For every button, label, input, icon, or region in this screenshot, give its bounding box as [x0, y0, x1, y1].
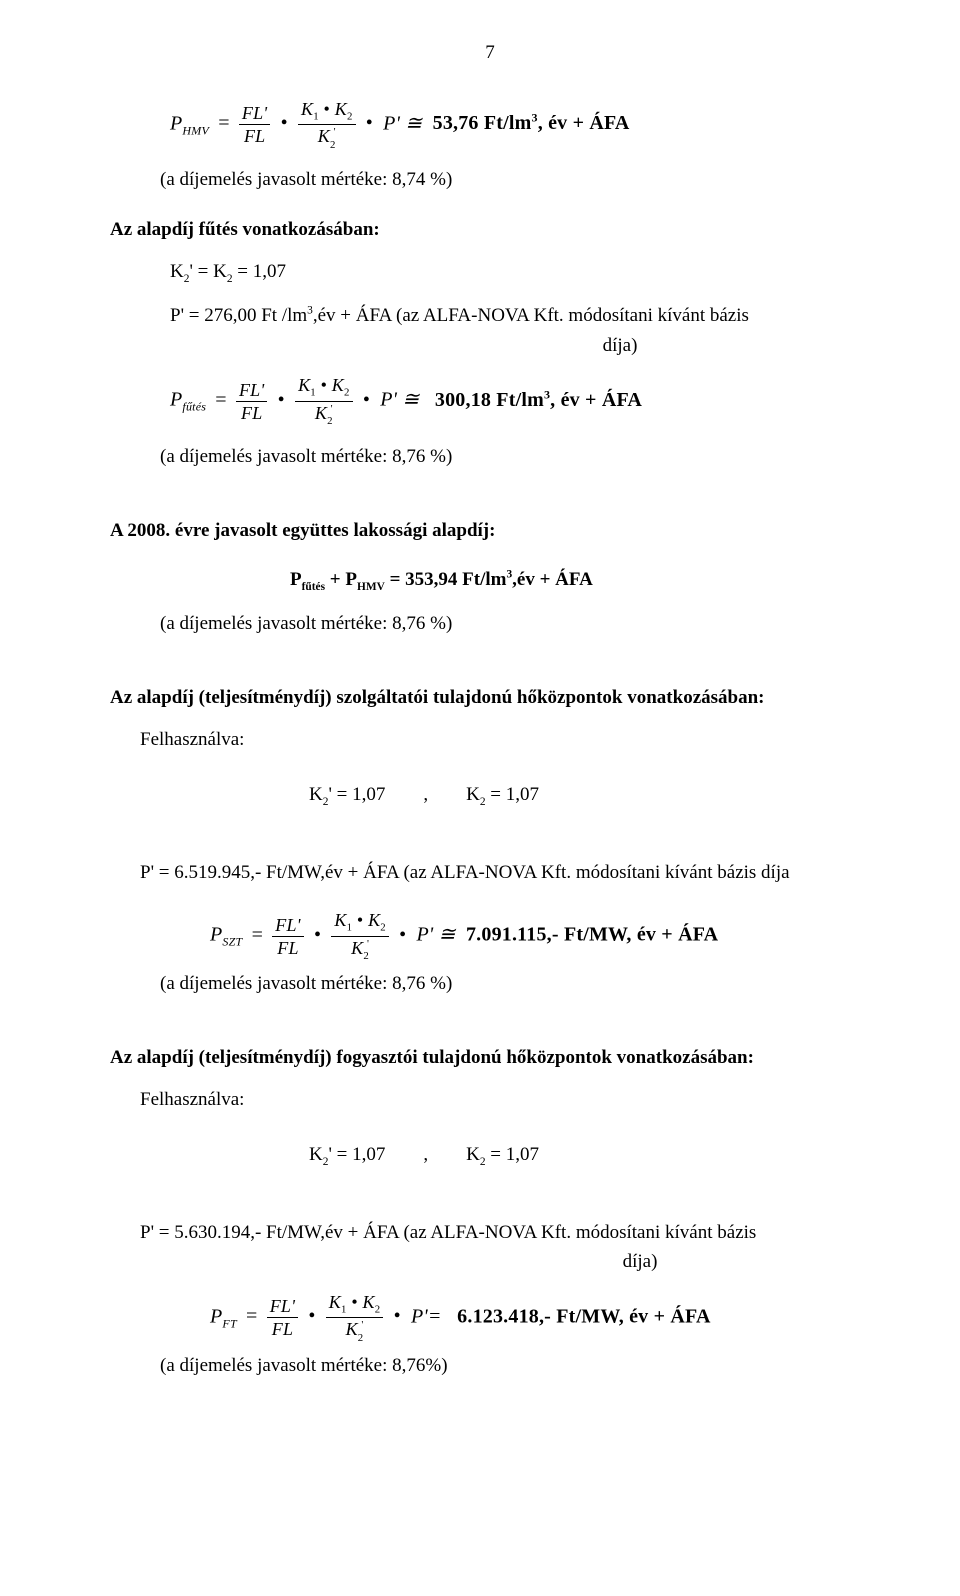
dot: • — [276, 112, 293, 134]
pprime: P' ≅ — [383, 112, 422, 134]
frac-fl-4: FL' FL — [267, 1297, 298, 1338]
frac-fl-2: FL' FL — [236, 381, 267, 422]
frac-k-den: K2' — [298, 125, 356, 149]
formula-p-futes: Pfűtés = FL' FL • K1 • K2 K2' • P' ≅ 300… — [110, 370, 870, 432]
page-number: 7 — [110, 40, 870, 66]
note-3: (a díjemelés javasolt mértéke: 8,76 %) — [110, 611, 870, 637]
f2-var: P — [170, 389, 182, 411]
p-base-1: P' = 276,00 Ft /lm3,év + ÁFA (az ALFA-NO… — [110, 303, 870, 329]
heading-ft: Az alapdíj (teljesítménydíj) fogyasztói … — [110, 1045, 870, 1071]
felhasznalva-2: Felhasználva: — [110, 1087, 870, 1113]
p-base-2: P' = 6.519.945,- Ft/MW,év + ÁFA (az ALFA… — [110, 860, 870, 886]
document-page: 7 PHMV = FL' FL • K1 • K2 K2' • P' ≅ 53,… — [0, 0, 960, 1596]
frac-k-1: K1 • K2 K2' — [298, 100, 356, 150]
p-base-1b: díja) — [110, 333, 870, 359]
heading-2008: A 2008. évre javasolt együttes lakossági… — [110, 518, 870, 544]
sum-equation: Pfűtés + PHMV = 353,94 Ft/lm3,év + ÁFA — [110, 567, 870, 595]
f1-sub: HMV — [182, 123, 209, 137]
frac-fl-num: FL' — [239, 104, 270, 125]
p-base-3b: díja) — [110, 1249, 870, 1275]
k-equation-3: K2' = 1,07 , K2 = 1,07 — [110, 1116, 870, 1195]
dot: • — [361, 112, 378, 134]
k-equation-1: K2' = K2 = 1,07 — [110, 259, 870, 287]
note-4: (a díjemelés javasolt mértéke: 8,76 %) — [110, 971, 870, 997]
note-1: (a díjemelés javasolt mértéke: 8,74 %) — [110, 167, 870, 193]
f1-tail: , év + ÁFA — [538, 112, 630, 134]
eq-sign: = — [214, 112, 233, 134]
formula-p-hmv: PHMV = FL' FL • K1 • K2 K2' • P' ≅ 53,76… — [110, 94, 870, 156]
frac-k-num: K1 • K2 — [298, 100, 356, 125]
formula-p-ft: PFT = FL' FL • K1 • K2 K2' • P'= 6.123.4… — [110, 1287, 870, 1349]
frac-k-3: K1 • K2 K2' — [331, 911, 389, 961]
frac-k-4: K1 • K2 K2' — [326, 1293, 384, 1343]
f3-sub: SZT — [222, 935, 242, 949]
frac-fl-3: FL' FL — [272, 916, 303, 957]
f1-result: 53,76 Ft/lm — [433, 112, 532, 134]
f2-sub: fűtés — [182, 400, 206, 414]
f4-result: 6.123.418,- Ft/MW, év + ÁFA — [457, 1305, 710, 1327]
heading-alapdij-futes: Az alapdíj fűtés vonatkozásában: — [110, 217, 870, 243]
frac-fl-1: FL' FL — [239, 104, 270, 145]
note-2: (a díjemelés javasolt mértéke: 8,76 %) — [110, 444, 870, 470]
felhasznalva-1: Felhasználva: — [110, 727, 870, 753]
heading-szt: Az alapdíj (teljesítménydíj) szolgáltató… — [110, 685, 870, 711]
f3-result: 7.091.115,- Ft/MW, év + ÁFA — [466, 924, 718, 946]
f1-var: P — [170, 112, 182, 134]
f4-sub: FT — [222, 1316, 236, 1330]
note-5: (a díjemelés javasolt mértéke: 8,76%) — [110, 1353, 870, 1379]
formula-p-szt: PSZT = FL' FL • K1 • K2 K2' • P' ≅ 7.091… — [110, 905, 870, 967]
k-equation-2: K2' = 1,07 , K2 = 1,07 — [110, 756, 870, 835]
f2-result: 300,18 Ft/lm — [435, 389, 544, 411]
frac-k-2: K1 • K2 K2' — [295, 376, 353, 426]
frac-fl-den: FL — [239, 125, 270, 145]
p-base-3: P' = 5.630.194,- Ft/MW,év + ÁFA (az ALFA… — [110, 1220, 870, 1246]
